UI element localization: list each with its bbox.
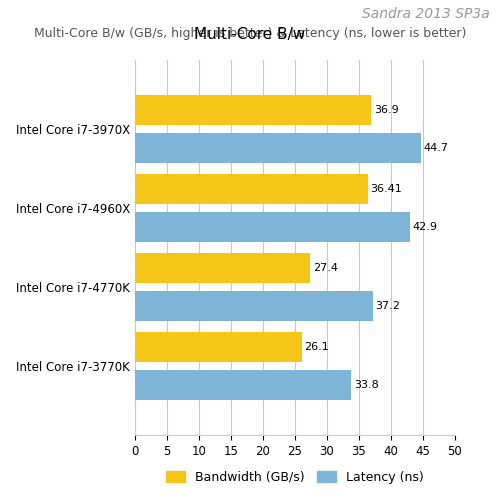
Bar [135, 291, 373, 321]
Text: 37.2: 37.2 [376, 301, 400, 311]
Text: 36.9: 36.9 [374, 106, 398, 116]
Bar [135, 370, 352, 400]
Legend: Bandwidth (GB/s), Latency (ns): Bandwidth (GB/s), Latency (ns) [162, 466, 428, 489]
Text: 26.1: 26.1 [304, 342, 330, 352]
Text: Multi-Core B/w: Multi-Core B/w [194, 28, 306, 42]
Bar [135, 174, 368, 204]
Bar [135, 134, 421, 163]
Bar [135, 253, 310, 283]
Text: Sandra 2013 SP3a: Sandra 2013 SP3a [362, 8, 490, 22]
Text: Multi-Core B/w (GB/s, higher is better) & Latency (ns, lower is better): Multi-Core B/w (GB/s, higher is better) … [34, 28, 466, 40]
Text: 42.9: 42.9 [412, 222, 437, 232]
Text: 44.7: 44.7 [424, 143, 448, 153]
Bar [135, 212, 409, 242]
Text: 36.41: 36.41 [370, 184, 402, 194]
Bar [135, 332, 302, 362]
Text: 27.4: 27.4 [313, 263, 338, 273]
Text: 33.8: 33.8 [354, 380, 378, 390]
Bar [135, 96, 371, 126]
